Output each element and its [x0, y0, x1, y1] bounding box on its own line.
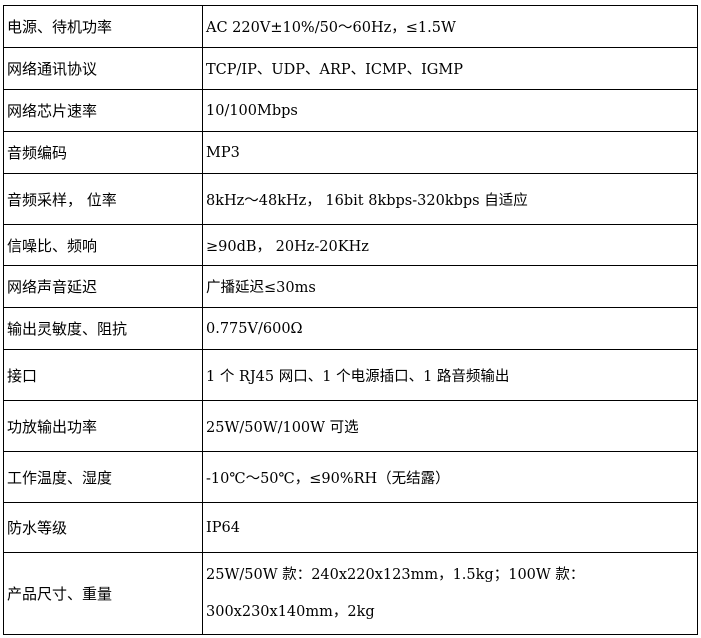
spec-label: 产品尺寸、重量 — [3, 552, 203, 635]
spec-value: 25W/50W 款：240x220x123mm，1.5kg；100W 款：300… — [202, 552, 698, 635]
spec-value: ≥90dB， 20Hz-20KHz — [202, 224, 698, 266]
spec-label: 电源、待机功率 — [3, 5, 203, 48]
spec-label: 音频编码 — [3, 131, 203, 174]
table-row: 网络通讯协议 TCP/IP、UDP、ARP、ICMP、IGMP — [3, 47, 698, 90]
table-row: 网络芯片速率 10/100Mbps — [3, 89, 698, 132]
spec-label: 工作温度、湿度 — [3, 451, 203, 503]
spec-label: 功放输出功率 — [3, 400, 203, 452]
spec-value: 1 个 RJ45 网口、1 个电源插口、1 路音频输出 — [202, 349, 698, 401]
table-row: 产品尺寸、重量 25W/50W 款：240x220x123mm，1.5kg；100… — [3, 552, 698, 635]
spec-value: TCP/IP、UDP、ARP、ICMP、IGMP — [202, 47, 698, 90]
table-row: 信噪比、频响 ≥90dB， 20Hz-20KHz — [3, 224, 698, 266]
spec-label: 网络声音延迟 — [3, 265, 203, 308]
spec-label: 防水等级 — [3, 502, 203, 553]
table-row: 工作温度、湿度 -10℃～50℃，≤90%RH（无结露） — [3, 451, 698, 503]
spec-table: 电源、待机功率 AC 220V±10%/50～60Hz，≤1.5W 网络通讯协议 TC… — [3, 5, 698, 635]
table-row: 防水等级 IP64 — [3, 502, 698, 553]
table-row: 网络声音延迟 广播延迟≤30ms — [3, 265, 698, 308]
table-row: 音频编码 MP3 — [3, 131, 698, 174]
spec-value: 广播延迟≤30ms — [202, 265, 698, 308]
spec-label: 输出灵敏度、阻抗 — [3, 307, 203, 350]
spec-label: 信噪比、频响 — [3, 224, 203, 266]
table-row: 音频采样， 位率 8kHz～48kHz， 16bit 8kbps-320kbps … — [3, 173, 698, 225]
spec-label: 接口 — [3, 349, 203, 401]
spec-value: MP3 — [202, 131, 698, 174]
spec-label: 音频采样， 位率 — [3, 173, 203, 225]
spec-value: 10/100Mbps — [202, 89, 698, 132]
spec-value: AC 220V±10%/50～60Hz，≤1.5W — [202, 5, 698, 48]
table-row: 功放输出功率 25W/50W/100W 可选 — [3, 400, 698, 452]
spec-value: 8kHz～48kHz， 16bit 8kbps-320kbps 自适应 — [202, 173, 698, 225]
spec-value: -10℃～50℃，≤90%RH（无结露） — [202, 451, 698, 503]
spec-label: 网络通讯协议 — [3, 47, 203, 90]
spec-label: 网络芯片速率 — [3, 89, 203, 132]
spec-value: 0.775V/600Ω — [202, 307, 698, 350]
table-row: 输出灵敏度、阻抗 0.775V/600Ω — [3, 307, 698, 350]
spec-value: IP64 — [202, 502, 698, 553]
table-row: 电源、待机功率 AC 220V±10%/50～60Hz，≤1.5W — [3, 5, 698, 48]
spec-value: 25W/50W/100W 可选 — [202, 400, 698, 452]
table-row: 接口 1 个 RJ45 网口、1 个电源插口、1 路音频输出 — [3, 349, 698, 401]
